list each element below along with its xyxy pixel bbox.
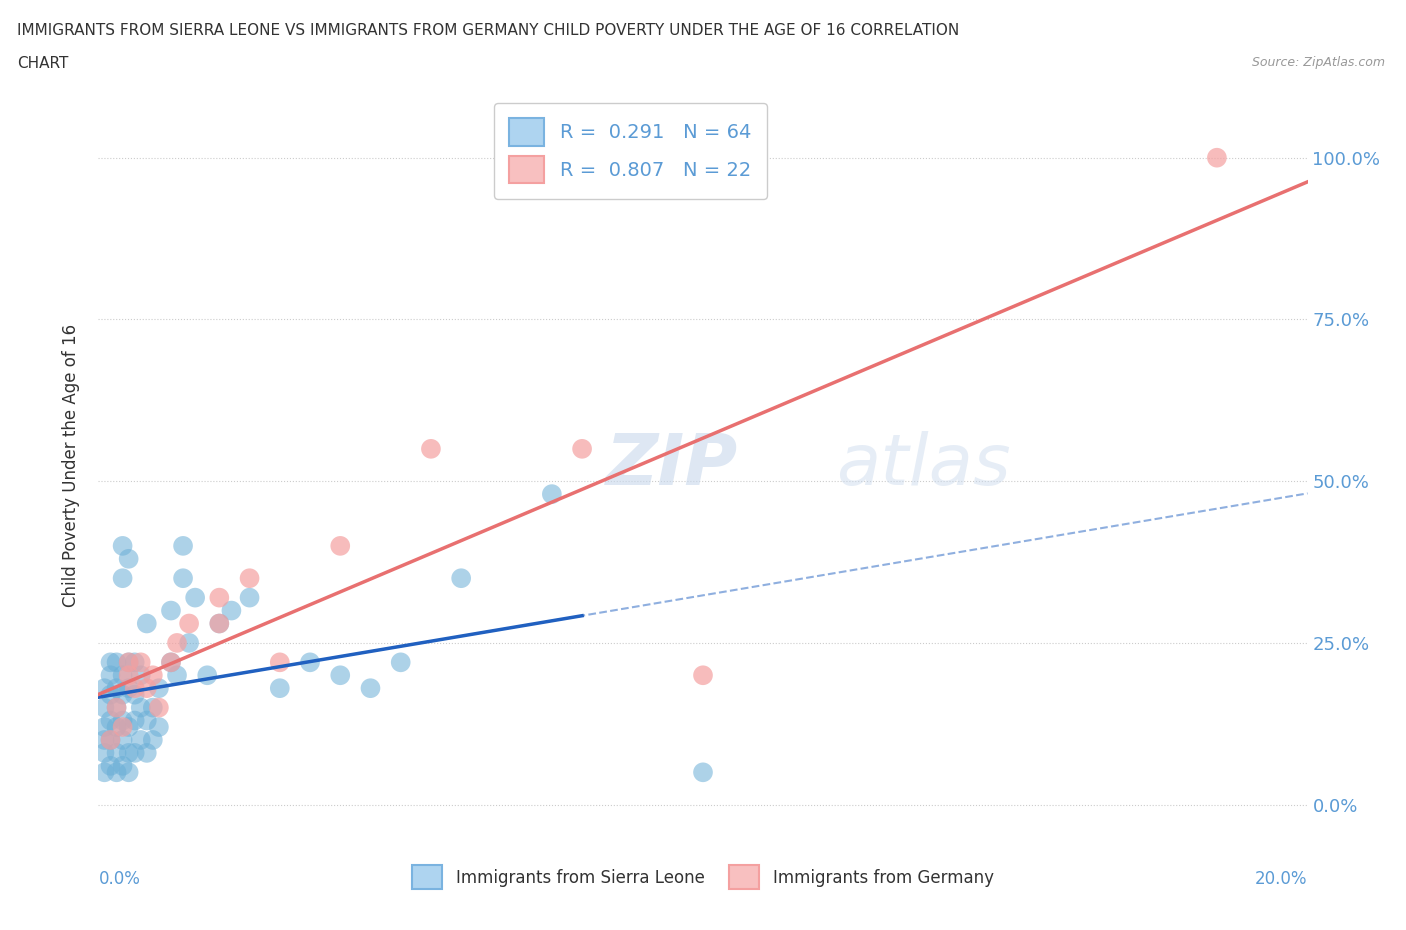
Point [208, 616, 231, 631]
Point [269, 681, 291, 696]
Point [93, 720, 115, 735]
Point [100, 733, 122, 748]
Point [160, 604, 183, 618]
Point [124, 655, 146, 670]
Point [135, 681, 157, 696]
Point [124, 713, 146, 728]
Point [239, 571, 262, 586]
Point [142, 733, 165, 748]
Point [179, 616, 201, 631]
Point [100, 733, 122, 748]
Point [420, 442, 443, 457]
Point [299, 655, 322, 670]
Point [692, 764, 714, 779]
Point [100, 655, 122, 670]
Point [111, 687, 134, 702]
Point [135, 713, 157, 728]
Text: Source: ZipAtlas.com: Source: ZipAtlas.com [1251, 56, 1385, 69]
Point [111, 720, 134, 735]
Point [100, 713, 122, 728]
Point [540, 486, 562, 501]
Text: CHART: CHART [17, 56, 69, 71]
Point [129, 700, 152, 715]
Point [172, 538, 194, 553]
Point [111, 733, 134, 748]
Point [389, 655, 412, 670]
Point [118, 681, 141, 696]
Point [118, 720, 141, 735]
Point [148, 720, 170, 735]
Point [111, 713, 134, 728]
Text: ZIP: ZIP [606, 431, 738, 499]
Point [160, 655, 183, 670]
Point [142, 700, 165, 715]
Point [269, 655, 291, 670]
Point [111, 758, 134, 773]
Point [160, 655, 183, 670]
Point [135, 616, 157, 631]
Point [118, 655, 141, 670]
Point [129, 668, 152, 683]
Point [450, 571, 472, 586]
Point [105, 655, 128, 670]
Point [124, 681, 146, 696]
Legend: Immigrants from Sierra Leone, Immigrants from Germany: Immigrants from Sierra Leone, Immigrants… [405, 858, 1001, 896]
Point [100, 758, 122, 773]
Point [571, 442, 593, 457]
Y-axis label: Child Poverty Under the Age of 16: Child Poverty Under the Age of 16 [62, 324, 80, 606]
Point [221, 604, 243, 618]
Point [166, 668, 188, 683]
Point [124, 746, 146, 761]
Text: 20.0%: 20.0% [1256, 870, 1308, 888]
Point [208, 591, 231, 605]
Point [105, 681, 128, 696]
Point [179, 635, 201, 650]
Point [105, 720, 128, 735]
Point [135, 746, 157, 761]
Point [239, 591, 262, 605]
Point [111, 538, 134, 553]
Point [329, 538, 352, 553]
Point [100, 668, 122, 683]
Point [118, 551, 141, 566]
Text: IMMIGRANTS FROM SIERRA LEONE VS IMMIGRANTS FROM GERMANY CHILD POVERTY UNDER THE : IMMIGRANTS FROM SIERRA LEONE VS IMMIGRAN… [17, 23, 959, 38]
Point [360, 681, 382, 696]
Point [118, 746, 141, 761]
Point [208, 616, 231, 631]
Point [93, 700, 115, 715]
Point [118, 764, 141, 779]
Point [105, 746, 128, 761]
Point [692, 668, 714, 683]
Point [93, 733, 115, 748]
Point [105, 700, 128, 715]
Point [124, 687, 146, 702]
Point [93, 764, 115, 779]
Point [93, 746, 115, 761]
Point [142, 668, 165, 683]
Point [166, 635, 188, 650]
Point [1206, 151, 1229, 166]
Point [93, 681, 115, 696]
Point [105, 700, 128, 715]
Point [118, 655, 141, 670]
Point [105, 764, 128, 779]
Point [100, 687, 122, 702]
Point [172, 571, 194, 586]
Point [184, 591, 207, 605]
Point [148, 681, 170, 696]
Text: atlas: atlas [837, 431, 1011, 499]
Text: 0.0%: 0.0% [98, 870, 141, 888]
Point [148, 700, 170, 715]
Point [329, 668, 352, 683]
Point [129, 655, 152, 670]
Point [111, 571, 134, 586]
Point [111, 668, 134, 683]
Point [195, 668, 218, 683]
Point [118, 668, 141, 683]
Point [129, 733, 152, 748]
